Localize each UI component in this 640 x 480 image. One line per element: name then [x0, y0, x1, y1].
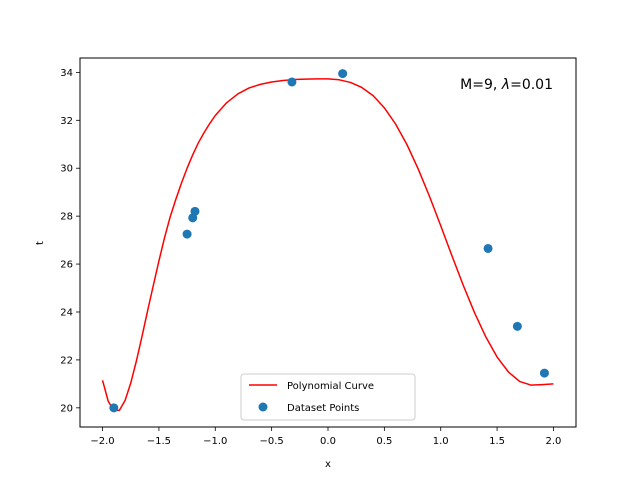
- plot-area: [101, 69, 554, 413]
- y-tick-label: 28: [60, 212, 73, 223]
- model-annotation: M=9, λ=0.01: [460, 77, 553, 93]
- x-tick-label: −0.5: [259, 436, 283, 447]
- annotation-lambda-symbol: λ: [501, 77, 510, 93]
- dataset-point: [109, 403, 119, 413]
- x-tick-label: 1.5: [489, 436, 505, 447]
- legend-label-points: Dataset Points: [287, 403, 359, 414]
- y-axis-label: t: [35, 241, 46, 245]
- legend-marker-swatch: [258, 402, 268, 412]
- legend: Polynomial Curve Dataset Points: [240, 373, 416, 421]
- x-tick-label: 1.0: [433, 436, 449, 447]
- dataset-point: [539, 368, 549, 378]
- y-tick-label: 24: [60, 307, 73, 318]
- polynomial-curve-line: [101, 78, 554, 412]
- y-tick-label: 34: [60, 68, 73, 79]
- y-tick-label: 26: [60, 260, 73, 271]
- y-axis: 20 22 24 26 28 30 32 34: [60, 68, 80, 414]
- y-tick-label: 32: [60, 116, 73, 127]
- dataset-point: [182, 229, 192, 239]
- y-tick-label: 30: [60, 164, 73, 175]
- x-tick-label: 0.0: [320, 436, 336, 447]
- dataset-point: [338, 69, 348, 79]
- annotation-suffix: =0.01: [510, 77, 553, 93]
- y-tick-label: 22: [60, 355, 73, 366]
- x-tick-label: −2.0: [90, 436, 114, 447]
- x-tick-label: −1.5: [147, 436, 171, 447]
- x-tick-label: −1.0: [203, 436, 227, 447]
- dataset-point: [483, 243, 493, 253]
- dataset-point: [512, 321, 522, 331]
- x-axis-label: x: [325, 459, 331, 470]
- annotation-prefix: M=9,: [460, 77, 502, 93]
- dataset-point: [190, 206, 200, 216]
- y-tick-label: 20: [60, 403, 73, 414]
- x-tick-label: 2.0: [546, 436, 562, 447]
- dataset-point: [287, 77, 297, 87]
- legend-label-curve: Polynomial Curve: [287, 381, 374, 392]
- legend-box: [240, 373, 416, 421]
- x-tick-label: 0.5: [376, 436, 392, 447]
- x-axis: −2.0 −1.5 −1.0 −0.5 0.0 0.5 1.0 1.5 2.0: [90, 427, 561, 447]
